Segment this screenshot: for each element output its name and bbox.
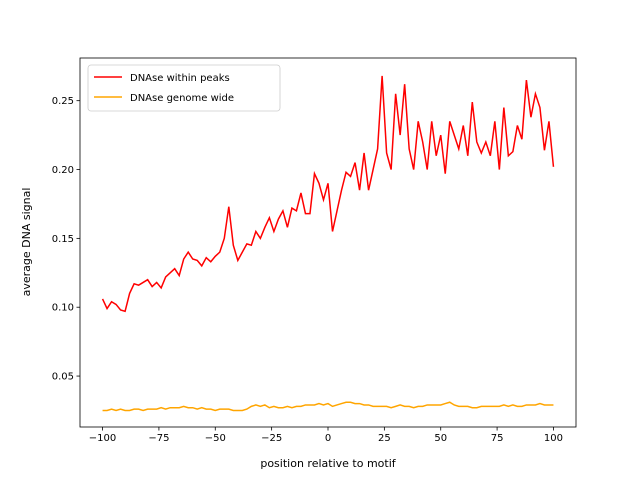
x-tick-label: −50 [205, 433, 226, 444]
y-tick-label: 0.20 [52, 165, 74, 176]
x-axis-label: position relative to motif [260, 457, 396, 470]
x-tick-label: −75 [148, 433, 169, 444]
data-line [102, 401, 554, 412]
x-tick-label: 25 [378, 433, 391, 444]
x-tick-label: −100 [89, 433, 116, 444]
legend-label: DNAse genome wide [130, 93, 234, 104]
y-tick-label: 0.05 [52, 372, 74, 383]
y-tick-label: 0.15 [52, 234, 74, 245]
x-tick-label: −25 [261, 433, 282, 444]
legend-box [87, 64, 281, 112]
legend-label: DNAse within peaks [130, 73, 230, 84]
y-axis-label: average DNA signal [20, 188, 33, 297]
y-tick-label: 0.25 [52, 96, 74, 107]
x-tick-label: 100 [544, 433, 563, 444]
plot-frame [79, 57, 577, 428]
y-tick-label: 0.10 [52, 303, 74, 314]
x-tick-label: 75 [491, 433, 504, 444]
x-tick-label: 50 [434, 433, 447, 444]
x-tick-label: 0 [325, 433, 331, 444]
data-line [101, 75, 555, 313]
